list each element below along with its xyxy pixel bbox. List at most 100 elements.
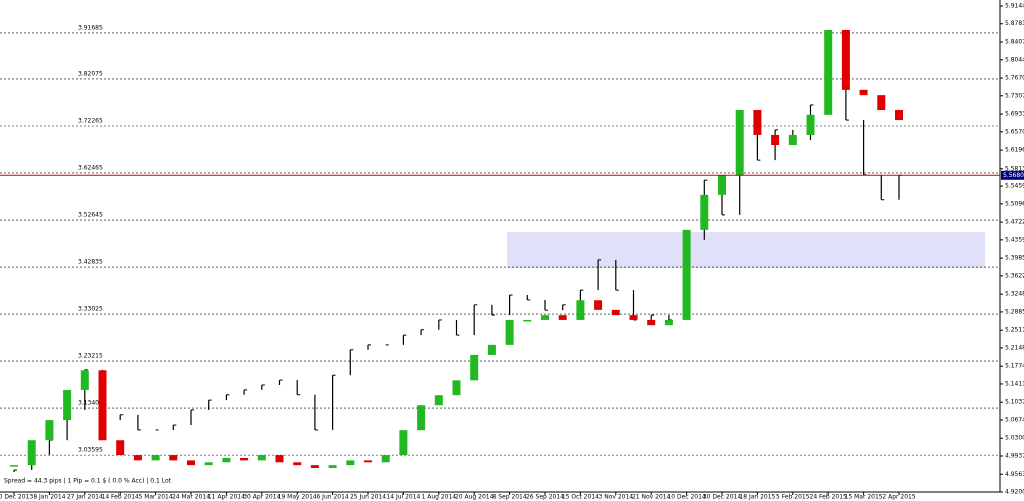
candle: [841, 29, 850, 90]
price-label: 5.56801: [1003, 172, 1024, 179]
candle: [753, 110, 762, 135]
candle: [63, 389, 72, 421]
candle: [735, 110, 744, 176]
y-tick-label: 5.84070: [1005, 39, 1024, 46]
y-tick-label: 4.92000: [1005, 489, 1024, 496]
candle: [293, 462, 302, 466]
zone-rectangle: [507, 232, 985, 268]
x-tick-label: 3 Nov 2014: [598, 494, 633, 501]
y-tick-label: 5.69330: [1005, 111, 1024, 118]
candle: [718, 175, 726, 195]
y-tick-label: 5.50960: [1005, 200, 1024, 207]
candle: [594, 300, 603, 310]
x-tick-label: 8 Jan 2014: [33, 494, 65, 501]
x-tick-label: 10 Dec 2014: [667, 494, 706, 501]
x-tick-label: 21 Nov 2014: [632, 494, 671, 501]
y-tick-label: 5.14110: [1005, 380, 1024, 387]
x-tick-label: 25 Jun 2014: [350, 494, 386, 501]
y2-tick-label: 3.33025: [78, 306, 103, 313]
y-tick-label: 5.28850: [1005, 308, 1024, 315]
candle: [576, 300, 585, 320]
y-tick-label: 5.91440: [1005, 3, 1024, 10]
candle: [116, 440, 125, 456]
y-tick-label: 4.95630: [1005, 471, 1024, 478]
candle: [806, 114, 815, 135]
y2-tick-label: 3.23215: [78, 353, 103, 360]
y-tick-label: 5.80440: [1005, 56, 1024, 63]
y2-tick-label: 3.62465: [78, 164, 103, 171]
y-tick-label: 5.73070: [1005, 92, 1024, 99]
candle: [629, 315, 638, 320]
candle: [700, 194, 709, 230]
y2-tick-label: 3.91685: [78, 24, 103, 31]
y-tick-label: 5.36220: [1005, 272, 1024, 279]
y2-tick-label: 3.72265: [78, 117, 103, 124]
candle: [133, 455, 142, 461]
y-tick-label: 5.17740: [1005, 363, 1024, 370]
candle: [169, 455, 178, 461]
price-label-box: [1001, 170, 1024, 180]
candle: [417, 405, 426, 431]
y-tick-label: 5.32480: [1005, 291, 1024, 298]
x-tick-label: 1 Aug 2014: [421, 494, 456, 501]
y-tick-label: 5.21480: [1005, 344, 1024, 351]
spread-annotation: Spread = 44.3 pips | 1 Pip = 0.1 $ ( 0.0…: [4, 478, 172, 485]
y-tick-label: 5.39850: [1005, 255, 1024, 262]
y2-tick-label: 3.52645: [78, 212, 103, 219]
x-tick-label: 20 Aug 2014: [455, 494, 494, 501]
x-tick-label: 15 Oct 2014: [562, 494, 599, 501]
candle: [222, 457, 231, 463]
candle: [399, 430, 408, 456]
candle: [877, 95, 886, 111]
candle: [310, 465, 319, 469]
y-tick-label: 5.06740: [1005, 416, 1024, 423]
y-tick-label: 5.47220: [1005, 219, 1024, 226]
candle: [682, 229, 691, 320]
x-tick-label: 14 Jul 2014: [386, 494, 420, 501]
x-tick-label: 18 Jan 2015: [739, 494, 775, 501]
candle: [664, 319, 673, 326]
y-tick-label: 5.54590: [1005, 183, 1024, 190]
x-tick-label: 30 Apr 2014: [243, 494, 280, 501]
candle: [452, 380, 461, 396]
x-tick-label: 8 Sep 2014: [492, 494, 526, 501]
y2-tick-label: 3.03595: [78, 447, 103, 454]
candle: [470, 354, 479, 381]
y-tick-label: 5.87810: [1005, 20, 1024, 27]
candle: [541, 315, 549, 320]
candle: [187, 460, 195, 466]
y-tick-label: 5.58130: [1005, 165, 1024, 172]
candle: [771, 134, 780, 145]
x-tick-label: 5 Mar 2014: [138, 494, 172, 501]
x-tick-label: 30 Dec 2014: [703, 494, 742, 501]
x-tick-label: 5 Feb 2015: [776, 494, 810, 501]
candle: [381, 455, 390, 463]
y-tick-label: 5.43590: [1005, 236, 1024, 243]
y-tick-label: 5.25110: [1005, 327, 1024, 334]
candle: [240, 457, 249, 461]
y-tick-label: 5.76700: [1005, 75, 1024, 82]
y-tick-label: 5.61960: [1005, 147, 1024, 154]
candle: [10, 465, 18, 467]
candle: [204, 462, 213, 466]
x-tick-label: 11 Apr 2014: [208, 494, 245, 501]
y-tick-label: 5.03000: [1005, 435, 1024, 442]
candle: [257, 455, 266, 461]
x-tick-label: 26 Sep 2014: [526, 494, 564, 501]
y-tick-label: 5.65700: [1005, 128, 1024, 135]
candle: [895, 110, 903, 121]
candle: [487, 344, 496, 355]
x-tick-label: 24 Feb 2015: [810, 494, 848, 501]
x-tick-label: 2 Apr 2015: [882, 494, 915, 501]
candle: [80, 370, 89, 390]
candle: [859, 89, 868, 96]
y2-tick-label: 3.42835: [78, 259, 103, 266]
candle: [647, 319, 656, 326]
candle: [558, 315, 567, 320]
candle: [328, 465, 337, 469]
candle: [346, 460, 355, 466]
x-tick-label: 27 Jan 2014: [67, 494, 103, 501]
candle: [824, 29, 833, 115]
x-tick-label: 14 Feb 2014: [102, 494, 140, 501]
x-tick-label: 20 Dec 2013: [0, 494, 33, 501]
